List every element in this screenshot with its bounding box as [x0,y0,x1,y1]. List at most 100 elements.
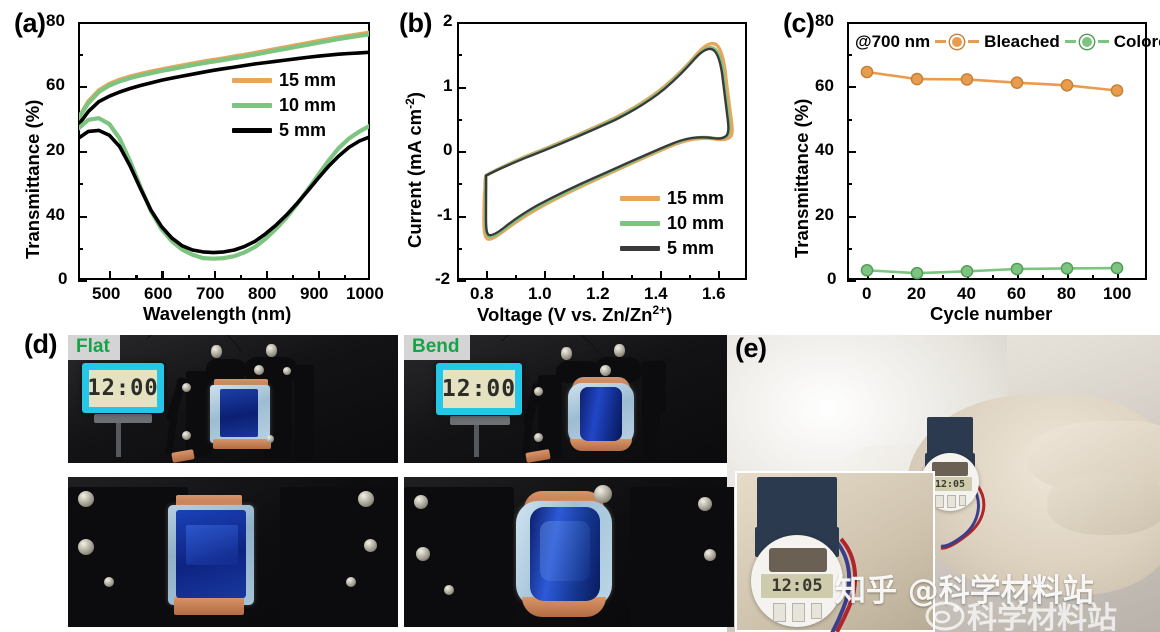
panel-c-xtick-label: 0 [862,284,872,303]
panel-b-ylabel-sup: -2 [403,98,417,109]
legend-label: 15 mm [279,70,337,90]
photo-tag-flat: Flat [68,335,120,360]
panel-c-label: (c) [783,8,815,38]
panel-a-xtick [135,275,138,280]
panel-c-ytick-label: 40 [815,140,834,159]
panel-a-ytick [78,118,83,121]
panel-c-xtick [1092,275,1095,280]
panel-a: (a) 0 20 40 60 80 500 600 700 800 900 10… [0,0,390,324]
panel-c-ytick-label: 0 [827,269,837,288]
panel-c-xtick [867,271,870,280]
watermark-weibo: 科学材料站 [967,601,1117,632]
panel-b-legend: 15 mm 10 mm 5 mm [620,186,724,261]
panel-c-xtick [1117,271,1120,280]
panel-b-xtick [602,271,605,280]
panel-a-xtick-label: 600 [144,284,173,303]
panel-c-xtick-label: 20 [907,284,926,303]
panel-b-ytick-label: 1 [443,76,453,95]
panel-b-ytick [457,183,462,186]
panel-c-xtick [1017,271,1020,280]
panel-b-xtick [486,271,489,280]
panel-c-xtick [1042,275,1045,280]
panel-d-label: (d) [24,329,57,359]
legend-item: 5 mm [620,236,724,261]
legend-item: 10 mm [620,211,724,236]
legend-swatch-15mm [620,196,660,201]
legend-item: 5 mm [232,118,336,143]
panel-a-xlabel: Wavelength (nm) [143,303,292,324]
panel-b-ytick [457,151,466,154]
panel-b-ytick-label: 2 [443,11,453,30]
panel-c-xtick [917,271,920,280]
panel-c-xlabel: Cycle number [930,303,1053,324]
panel-c-xtick [967,271,970,280]
clock-display: 12:00 [442,369,515,409]
panel-a-ytick [78,151,87,154]
panel-a-ytick [78,215,87,218]
panel-a-xtick [265,271,268,280]
panel-a-xtick-label: 700 [196,284,225,303]
panel-c-legend: @700 nm Bleached Colored [855,32,1160,52]
panel-b-xtick-label: 1.0 [528,284,552,303]
panel-a-ytick [78,22,87,25]
panel-c-xtick [892,275,895,280]
panel-c-ytick [847,183,852,186]
panel-b-xlabel-sup: 2+ [652,303,667,317]
panel-c-xtick [942,275,945,280]
legend-item: 10 mm [232,93,336,118]
legend-label: 10 mm [279,95,337,115]
panel-b-xtick-label: 1.6 [702,284,726,303]
panel-b-xtick [573,275,576,280]
panel-a-ytick-label: 0 [58,269,68,288]
panel-a-xtick-label: 900 [300,284,329,303]
panel-c: (c) 0 20 40 60 80 0 20 40 60 80 100 Cycl… [775,0,1160,324]
panel-b-xtick [631,275,634,280]
panel-c-ylabel: Transmittance (%) [791,98,812,258]
panel-a-ytick-label: 60 [46,75,65,94]
panel-c-axes-frame [847,22,1147,280]
panel-b-xtick-label: 0.8 [470,284,494,303]
panel-c-xtick-label: 80 [1057,284,1076,303]
panel-a-axes-frame [78,22,370,280]
panel-c-xtick-label: 40 [957,284,976,303]
panel-c-ytick [847,118,852,121]
watch-display: 12:05 [928,477,972,491]
electrochromic-device [220,389,258,437]
panel-a-legend: 15 mm 10 mm 5 mm [232,68,336,143]
panel-b-ytick [457,22,466,25]
photo-bend-front: 12:00 Bend [404,335,734,463]
panel-c-xtick [1067,271,1070,280]
electrochromic-device [530,507,600,601]
legend-label-colored: Colored [1113,32,1160,51]
panel-b-ytick [457,86,466,89]
photo-wearable: 12:05 12:05 (e) [727,335,1160,632]
panel-e: 12:05 12:05 (e) [715,325,1160,632]
panel-e-label: (e) [735,335,767,363]
panel-b-xtick [689,275,692,280]
panel-a-xtick-label: 800 [248,284,277,303]
panel-a-xtick-label: 500 [92,284,121,303]
panel-a-ytick [78,248,83,251]
watch-display-inset: 12:05 [761,574,833,598]
legend-item: 15 mm [620,186,724,211]
panel-a-ytick [78,54,83,57]
panel-c-ytick-label: 20 [815,205,834,224]
legend-item: 15 mm [232,68,336,93]
panel-b-ytick-label: -1 [437,205,453,224]
panel-b-ytick-label: -2 [435,269,451,288]
legend-swatch-15mm [232,78,272,83]
panel-b-ylabel-main: Current (mA cm [404,108,426,248]
legend-swatch-5mm [232,128,272,133]
watch-face-inset: 12:05 [751,535,843,627]
legend-label: 5 mm [279,120,327,140]
panel-a-ytick [78,183,83,186]
panel-b-ytick [457,54,462,57]
panel-c-xtick-label: 100 [1103,284,1132,303]
panel-a-ytick-label: 20 [46,140,65,159]
panel-b-xtick [660,271,663,280]
legend-label: 15 mm [667,188,725,208]
clock-display: 12:00 [87,369,158,407]
panel-a-xtick [213,271,216,280]
panel-c-ytick [847,54,852,57]
panel-a-ytick [78,280,87,283]
